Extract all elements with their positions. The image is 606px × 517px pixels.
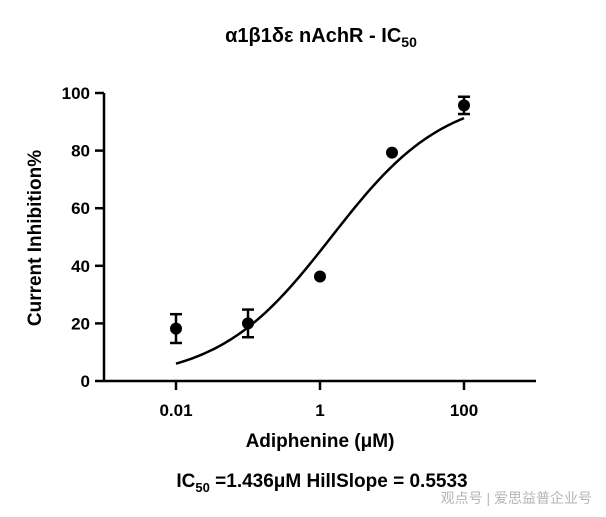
annotation-subscript: 50 bbox=[195, 480, 209, 495]
y-tick-label: 60 bbox=[71, 199, 90, 218]
x-ticks: 0.01 1 100 bbox=[159, 381, 478, 420]
y-tick-label: 80 bbox=[71, 142, 90, 161]
x-axis-label: Adiphenine (μM) bbox=[246, 431, 395, 452]
y-tick-label: 0 bbox=[81, 372, 90, 391]
watermark: 观点号 | 爱思益普企业号 bbox=[441, 490, 592, 506]
ic50-annotation: IC50 =1.436μM HillSlope = 0.5533 bbox=[176, 471, 467, 495]
annotation-text: =1.436μM HillSlope = 0.5533 bbox=[210, 471, 468, 492]
data-points bbox=[170, 95, 470, 345]
data-point-group bbox=[242, 308, 254, 339]
chart-title-subscript: 50 bbox=[401, 34, 417, 50]
x-tick-label: 1 bbox=[315, 401, 324, 420]
data-point-group bbox=[314, 270, 326, 283]
y-axis-label: Current Inhibition% bbox=[25, 150, 46, 326]
data-point-group bbox=[386, 146, 398, 159]
y-ticks: 0 20 40 60 80 100 bbox=[62, 84, 104, 391]
data-point bbox=[458, 99, 470, 112]
x-tick-label: 0.01 bbox=[159, 401, 192, 420]
data-point-group bbox=[170, 312, 182, 345]
x-tick-label: 100 bbox=[450, 401, 478, 420]
data-point bbox=[170, 322, 182, 335]
fit-curve bbox=[175, 116, 465, 365]
y-tick-label: 20 bbox=[71, 314, 90, 333]
y-tick-label: 100 bbox=[62, 84, 90, 103]
chart-title-main: α1β1δε nAchR - IC bbox=[225, 25, 401, 47]
data-point bbox=[386, 146, 398, 159]
data-point-group bbox=[458, 95, 470, 116]
axes bbox=[102, 93, 536, 383]
y-tick-label: 40 bbox=[71, 257, 90, 276]
data-point bbox=[314, 270, 326, 283]
data-point bbox=[242, 317, 254, 330]
chart-title: α1β1δε nAchR - IC50 bbox=[225, 25, 417, 50]
annotation-prefix: IC bbox=[176, 471, 195, 492]
